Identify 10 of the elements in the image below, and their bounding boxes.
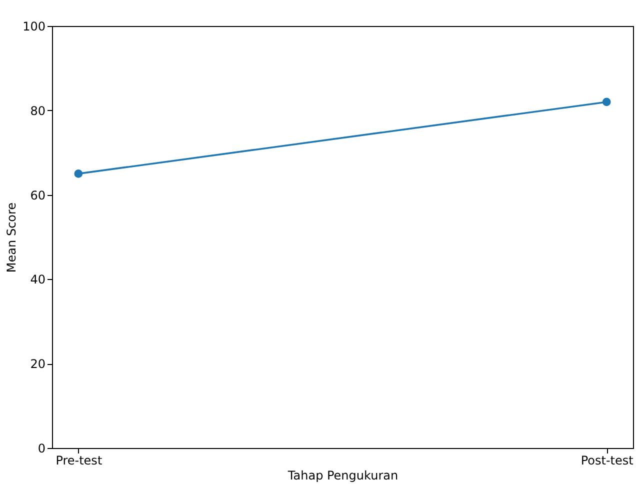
y-axis-title: Mean Score [4,202,19,273]
y-tick-label: 100 [22,20,46,34]
y-tick-label: 60 [30,188,46,202]
y-tick-label: 0 [38,442,46,456]
x-tick-label: Post-test [580,454,634,468]
y-tick-label: 20 [30,357,46,372]
x-axis-title: Tahap Pengukuran [286,468,398,482]
y-tick-label: 40 [30,272,46,287]
y-tick-label: 80 [30,104,46,118]
x-tick-label: Pre-test [56,454,102,468]
